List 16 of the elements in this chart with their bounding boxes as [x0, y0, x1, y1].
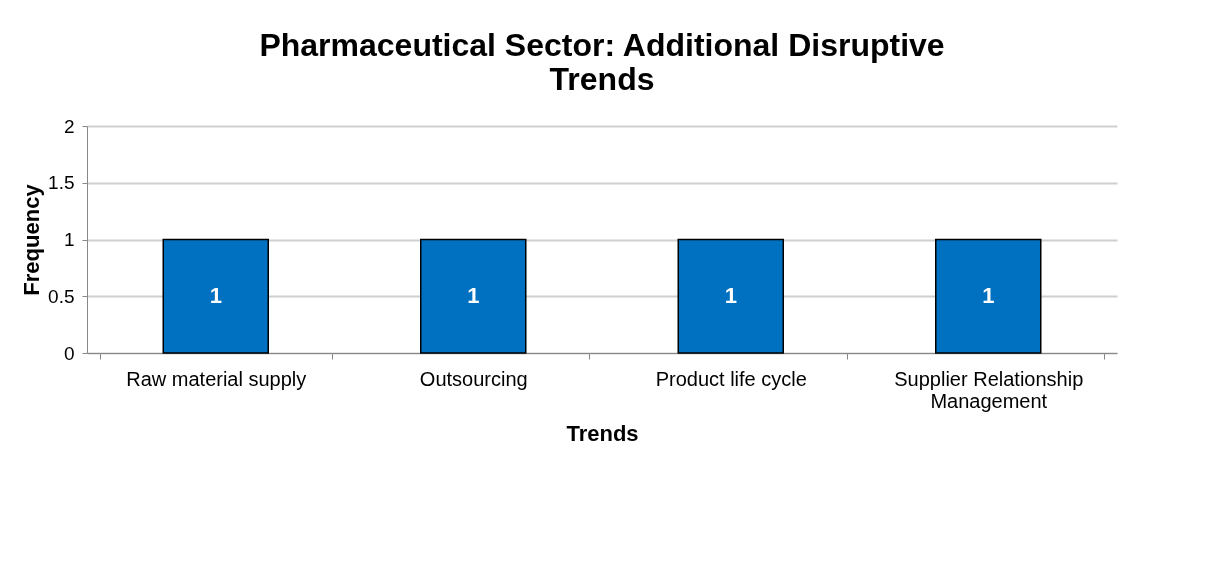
y-tick-label: 0.5 [48, 285, 75, 307]
x-tick-label: Raw material supply [126, 367, 307, 390]
data-label: 1 [467, 283, 480, 309]
data-label: 1 [982, 283, 995, 309]
x-axis-title: Trends [566, 420, 639, 446]
x-tick-label: Supplier Relationship Management [894, 367, 1084, 412]
y-tick-label: 1 [63, 229, 75, 250]
y-tick-label: 2 [63, 115, 75, 137]
data-label: 1 [724, 283, 737, 309]
x-tick-label: Product life cycle [655, 367, 807, 390]
y-tick-label: 0 [63, 342, 75, 364]
x-tick-label: Outsourcing [419, 367, 528, 390]
chart-title: Pharmaceutical Sector: Additional Disruptive Trends [259, 27, 945, 97]
data-label: 1 [209, 283, 222, 309]
y-tick-label: 1.5 [48, 172, 75, 194]
y-axis-title: Frequency [19, 183, 45, 296]
